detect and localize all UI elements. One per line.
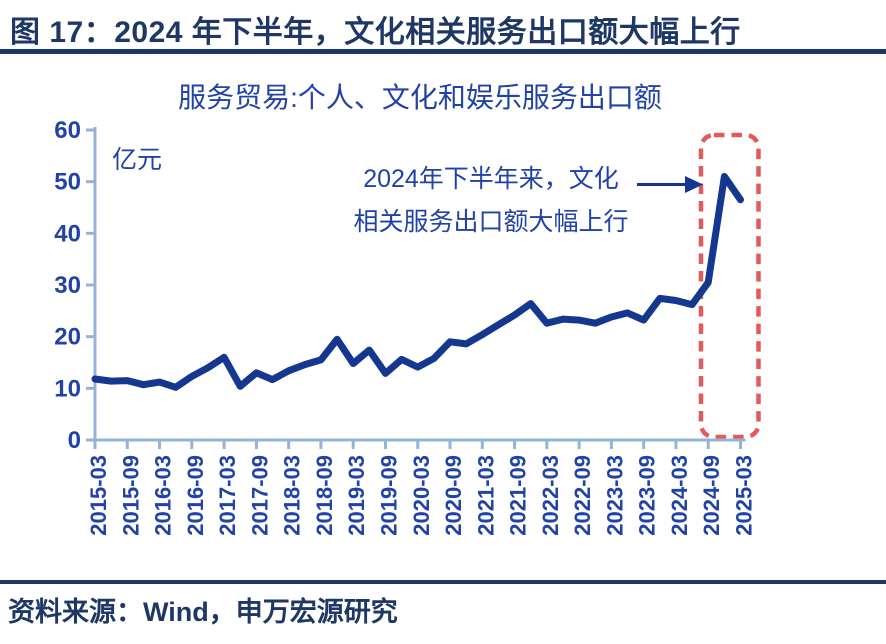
x-tick-label: 2022-03: [538, 455, 563, 536]
figure-title: 图 17：2024 年下半年，文化相关服务出口额大幅上行: [10, 16, 741, 49]
x-tick-label: 2020-03: [409, 455, 434, 536]
y-tick-label: 60: [54, 117, 81, 144]
y-tick-label: 0: [68, 427, 81, 454]
y-tick-label: 20: [54, 324, 81, 351]
y-tick-label: 40: [54, 220, 81, 247]
y-tick-label: 10: [54, 375, 81, 402]
annotation-arrow-head: [685, 176, 703, 193]
y-tick-label: 30: [54, 272, 81, 299]
x-tick-label: 2016-09: [183, 455, 208, 536]
x-tick-label: 2020-09: [441, 455, 466, 536]
x-tick-label: 2016-03: [151, 455, 176, 536]
x-tick-label: 2018-09: [312, 455, 337, 536]
x-tick-label: 2023-03: [602, 455, 627, 536]
x-tick-label: 2025-03: [732, 455, 757, 536]
x-tick-label: 2019-03: [344, 455, 369, 536]
annotation-line-1: 2024年下半年来，文化: [363, 165, 619, 193]
chart-annotation: 2024年下半年来，文化 相关服务出口额大幅上行: [340, 158, 642, 244]
x-tick-label: 2018-03: [280, 455, 305, 536]
x-tick-label: 2015-09: [118, 455, 143, 536]
x-tick-label: 2015-03: [86, 455, 111, 536]
x-tick-label: 2022-09: [570, 455, 595, 536]
x-tick-label: 2021-03: [473, 455, 498, 536]
x-tick-label: 2021-09: [506, 455, 531, 536]
title-underline: [0, 49, 886, 54]
x-tick-label: 2024-09: [699, 455, 724, 536]
annotation-line-2: 相关服务出口额大幅上行: [353, 208, 629, 236]
x-tick-label: 2017-09: [247, 455, 272, 536]
x-tick-label: 2017-03: [215, 455, 240, 536]
footer-rule: [0, 580, 886, 584]
y-tick-label: 50: [54, 169, 81, 196]
series-line: [91, 173, 744, 391]
chart-title: 服务贸易:个人、文化和娱乐服务出口额: [178, 82, 662, 113]
source-note: 资料来源：Wind，申万宏源研究: [8, 597, 398, 627]
x-tick-label: 2019-09: [376, 455, 401, 536]
y-axis-unit-label: 亿元: [112, 146, 163, 174]
x-tick-label: 2024-03: [667, 455, 692, 536]
x-tick-label: 2023-09: [635, 455, 660, 536]
